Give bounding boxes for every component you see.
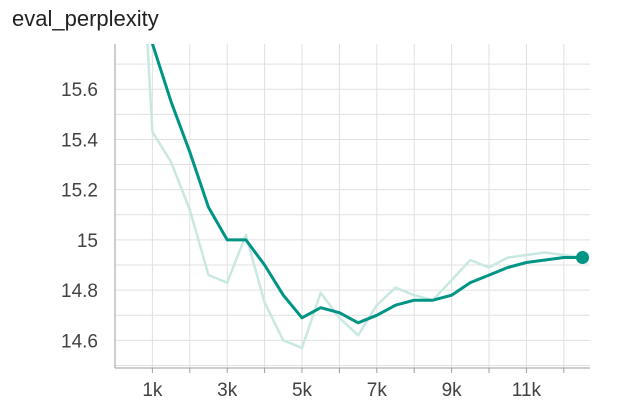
y-tick-label: 14.6 xyxy=(61,331,98,352)
axes xyxy=(114,44,590,373)
x-tick-label: 5k xyxy=(292,380,313,401)
markers-group xyxy=(576,250,590,264)
series-line-smoothed xyxy=(150,44,584,325)
y-tick-label: 15.6 xyxy=(61,80,98,101)
x-tick-label: 9k xyxy=(442,380,463,401)
x-tick-label: 3k xyxy=(217,380,238,401)
grid xyxy=(115,44,590,368)
series-end-point xyxy=(576,250,590,264)
x-tick-label: 11k xyxy=(512,380,542,401)
y-tick-label: 15.4 xyxy=(61,130,98,151)
y-tick-label: 15 xyxy=(77,231,98,252)
chart-title: eval_perplexity xyxy=(12,6,159,31)
x-tick-label: 1k xyxy=(142,380,163,401)
y-tick-label: 15.2 xyxy=(61,181,98,202)
tick-labels: 1k 3k 5k 7k 9k 11k 14.6 14.8 15 15.2 15.4 15.6 xyxy=(61,80,542,401)
series-group xyxy=(146,44,584,350)
x-tick-label: 7k xyxy=(367,380,388,401)
y-tick-label: 14.8 xyxy=(61,281,98,302)
series-line-raw xyxy=(146,44,584,350)
